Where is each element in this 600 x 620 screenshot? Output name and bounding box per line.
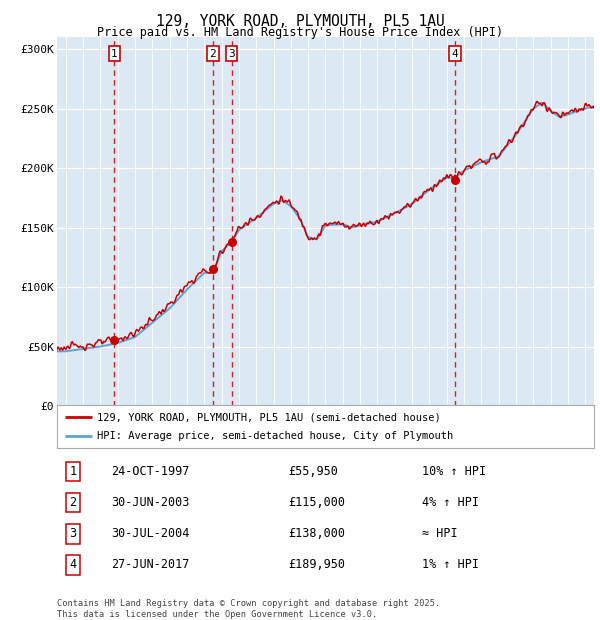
Text: 1% ↑ HPI: 1% ↑ HPI [422, 558, 479, 571]
Text: £55,950: £55,950 [288, 465, 338, 478]
Text: £138,000: £138,000 [288, 527, 345, 540]
Text: 10% ↑ HPI: 10% ↑ HPI [422, 465, 486, 478]
Text: 30-JUL-2004: 30-JUL-2004 [111, 527, 189, 540]
Text: 129, YORK ROAD, PLYMOUTH, PL5 1AU (semi-detached house): 129, YORK ROAD, PLYMOUTH, PL5 1AU (semi-… [97, 412, 441, 422]
Text: £189,950: £189,950 [288, 558, 345, 571]
Text: HPI: Average price, semi-detached house, City of Plymouth: HPI: Average price, semi-detached house,… [97, 431, 454, 441]
Text: 129, YORK ROAD, PLYMOUTH, PL5 1AU: 129, YORK ROAD, PLYMOUTH, PL5 1AU [155, 14, 445, 29]
Text: 1: 1 [70, 465, 77, 478]
Text: 27-JUN-2017: 27-JUN-2017 [111, 558, 189, 571]
Text: Contains HM Land Registry data © Crown copyright and database right 2025.
This d: Contains HM Land Registry data © Crown c… [57, 600, 440, 619]
Text: 24-OCT-1997: 24-OCT-1997 [111, 465, 189, 478]
Text: 30-JUN-2003: 30-JUN-2003 [111, 496, 189, 509]
Text: 2: 2 [209, 49, 216, 59]
Text: 4: 4 [452, 49, 458, 59]
Text: Price paid vs. HM Land Registry's House Price Index (HPI): Price paid vs. HM Land Registry's House … [97, 26, 503, 39]
Text: 1: 1 [111, 49, 118, 59]
Text: 2: 2 [70, 496, 77, 509]
Text: 4% ↑ HPI: 4% ↑ HPI [422, 496, 479, 509]
Text: £115,000: £115,000 [288, 496, 345, 509]
Text: 3: 3 [70, 527, 77, 540]
Text: ≈ HPI: ≈ HPI [422, 527, 458, 540]
Text: 4: 4 [70, 558, 77, 571]
Text: 3: 3 [228, 49, 235, 59]
